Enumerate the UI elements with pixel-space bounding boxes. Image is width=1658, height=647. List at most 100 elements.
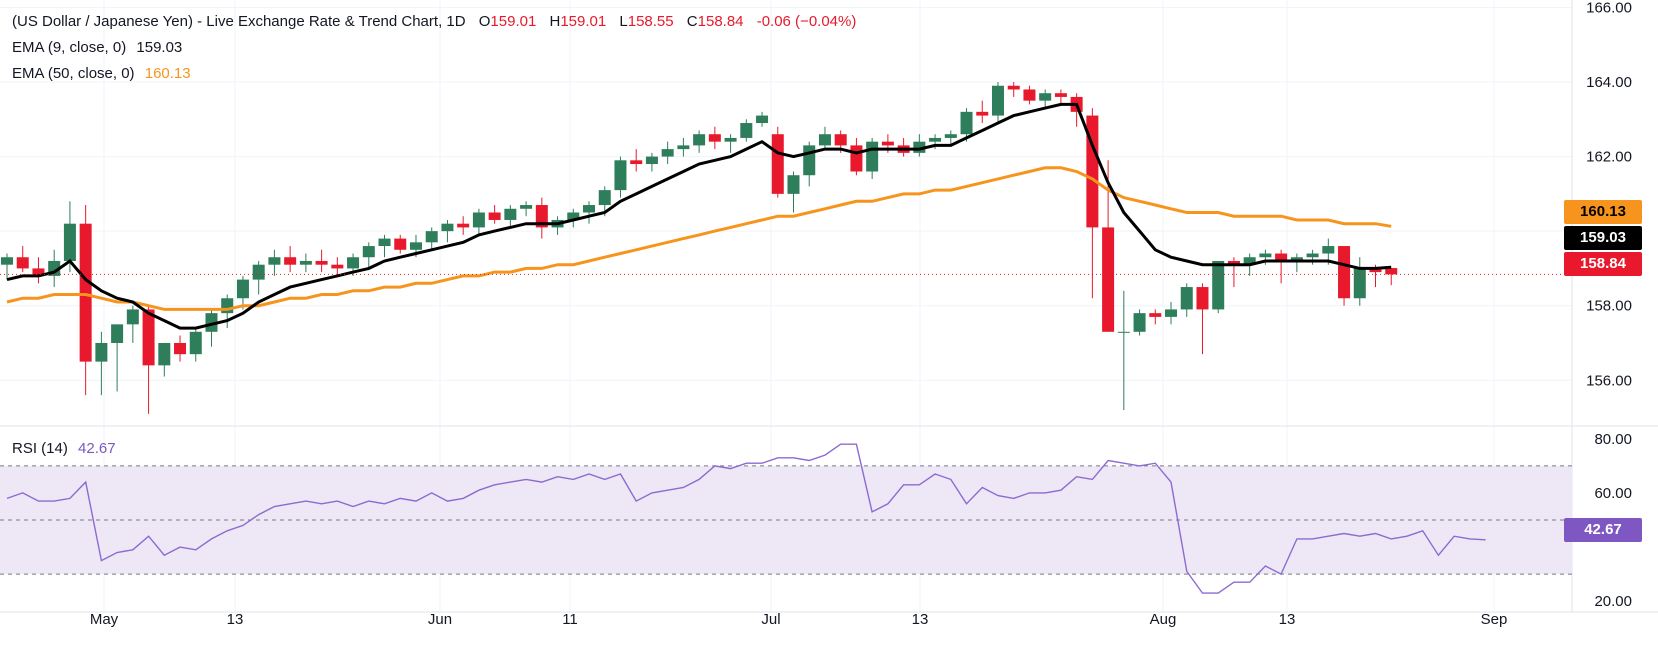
candle-body (394, 238, 407, 250)
candle (661, 141, 674, 165)
candle-body (1117, 331, 1130, 333)
candle-body (189, 331, 202, 355)
candle-body (174, 342, 187, 355)
rsi-axis-tick: 60.00 (1594, 485, 1632, 502)
low-value: 158.55 (627, 13, 674, 30)
candle-body (1338, 246, 1351, 299)
candle-body (630, 160, 643, 165)
candle-body (1007, 85, 1020, 90)
candle (1353, 257, 1366, 306)
candle (1, 253, 13, 280)
close-value: 158.84 (697, 13, 744, 30)
candle-body (488, 212, 501, 220)
candle (1275, 249, 1288, 284)
candle (268, 249, 281, 276)
candle (158, 342, 171, 377)
candle-body (1243, 257, 1256, 265)
time-axis-tick: 11 (562, 611, 578, 628)
candle (299, 253, 312, 273)
candle (488, 205, 501, 224)
ema50-price-tag: 160.13 (1564, 200, 1642, 224)
candle-body (661, 149, 674, 157)
candle (174, 335, 187, 362)
candle (866, 137, 879, 179)
ema9-label: EMA (9, close, 0) (12, 39, 127, 56)
candle (1212, 260, 1225, 314)
candle (1054, 89, 1067, 105)
candle-body (803, 145, 816, 176)
symbol-title: (US Dollar / Japanese Yen) - Live Exchan… (12, 13, 466, 30)
candle-body (1023, 89, 1036, 101)
candle-body (331, 264, 344, 269)
candle (567, 208, 580, 228)
rsi-line (6, 443, 1486, 594)
ema50-label: EMA (50, close, 0) (12, 65, 135, 82)
candle-body (535, 205, 548, 228)
candle (520, 201, 533, 217)
candle (1086, 108, 1099, 299)
candle-body (299, 260, 312, 265)
candle (535, 197, 548, 239)
candle (756, 111, 769, 127)
candle-body (724, 137, 737, 142)
candle-body (881, 141, 894, 146)
candle (645, 152, 658, 172)
candle (630, 149, 643, 172)
candle (16, 246, 29, 273)
high-value: 159.01 (560, 13, 607, 30)
open-value: 159.01 (490, 13, 537, 30)
candle (787, 171, 800, 213)
candle-body (1165, 309, 1178, 317)
candle-body (315, 260, 328, 265)
candle-body (1, 257, 13, 265)
time-axis-tick: 13 (912, 611, 929, 628)
candle-body (441, 223, 454, 232)
candle (111, 324, 124, 392)
rsi-axis-tick: 20.00 (1594, 593, 1632, 610)
last-price-tag: 158.84 (1564, 252, 1642, 276)
candle-body (866, 141, 879, 172)
candle-body (1102, 227, 1115, 332)
candle-body (205, 313, 218, 332)
candle (1039, 89, 1052, 109)
candle-body (347, 257, 360, 269)
rsi-label: RSI (14) (12, 440, 68, 457)
chart-legend-header: (US Dollar / Japanese Yen) - Live Exchan… (12, 13, 856, 31)
candle-body (425, 231, 438, 243)
price-axis-tick: 158.00 (1586, 298, 1632, 315)
candle-body (520, 205, 533, 209)
time-axis-tick: 13 (227, 611, 244, 628)
candle (1165, 301, 1178, 325)
ema50-value: 160.13 (144, 65, 191, 82)
candle (1023, 85, 1036, 105)
candle-body (32, 268, 45, 276)
candle (252, 260, 265, 295)
candle-body (95, 342, 108, 362)
candle-body (598, 190, 611, 206)
candle-body (79, 223, 92, 362)
candle-body (16, 257, 29, 269)
time-axis-tick: May (90, 611, 119, 628)
candle-body (284, 257, 297, 265)
candle-body (929, 137, 942, 142)
candle-body (268, 257, 281, 265)
time-axis-tick: Jul (761, 611, 780, 628)
ema50-legend: EMA (50, close, 0) 160.13 (12, 65, 191, 83)
candle (504, 205, 517, 228)
candle (378, 234, 391, 258)
candle (189, 328, 202, 362)
candle (1385, 268, 1398, 286)
candle (394, 234, 407, 254)
ema9-value: 159.03 (136, 39, 183, 56)
candle-body (504, 208, 517, 220)
candle (32, 257, 45, 284)
ema50-line (6, 166, 1392, 311)
candle (850, 137, 863, 176)
candle (284, 246, 297, 273)
candle (1117, 290, 1130, 411)
candle (551, 216, 564, 235)
candle (1290, 253, 1303, 273)
candle-body (567, 212, 580, 220)
candle (236, 275, 249, 310)
